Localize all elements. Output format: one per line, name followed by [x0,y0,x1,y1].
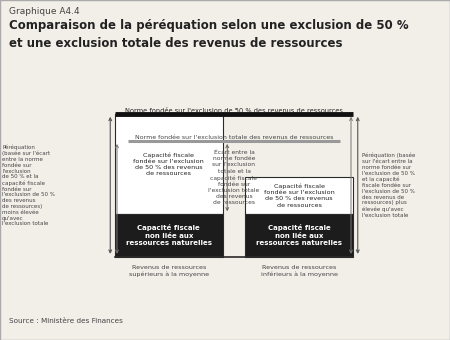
Text: Source : Ministère des Finances: Source : Ministère des Finances [9,318,123,324]
Bar [245,177,353,214]
Text: Péréquation
(basée sur l'écart
entre la norme
fondée sur
l'exclusion
de 50 % et : Péréquation (basée sur l'écart entre la … [2,144,55,226]
Text: Capacité fiscale
non liée aux
ressources naturelles: Capacité fiscale non liée aux ressources… [126,224,212,246]
Text: Revenus de ressources
inférieurs à la moyenne: Revenus de ressources inférieurs à la mo… [261,265,338,277]
Text: Péréquation (basée
sur l'écart entre la
norme fondée sur
l'exclusion de 50 %
et : Péréquation (basée sur l'écart entre la … [362,153,416,218]
Bar [115,114,223,214]
Text: Norme fondée sur l'exclusion de 50 % des revenus de ressources: Norme fondée sur l'exclusion de 50 % des… [125,108,343,114]
Text: Graphique A4.4: Graphique A4.4 [9,7,80,16]
Bar [115,214,223,257]
Text: Revenus de ressources
supérieurs à la moyenne: Revenus de ressources supérieurs à la mo… [129,265,209,277]
Text: Écart entre la
norme fondée
sur l'exclusion
totale et la
capacité fiscale
fondée: Écart entre la norme fondée sur l'exclus… [208,150,260,205]
Bar [245,214,353,257]
Text: Capacité fiscale
non liée aux
ressources naturelles: Capacité fiscale non liée aux ressources… [256,224,342,246]
Text: et une exclusion totale des revenus de ressources: et une exclusion totale des revenus de r… [9,37,342,50]
Text: Comparaison de la péréquation selon une exclusion de 50 %: Comparaison de la péréquation selon une … [9,19,409,32]
Text: Capacité fiscale
fondée sur l'exclusion
de 50 % des revenus
de ressources: Capacité fiscale fondée sur l'exclusion … [133,152,204,176]
Text: Capacité fiscale
fondée sur l'exclusion
de 50 % des revenus
de ressources: Capacité fiscale fondée sur l'exclusion … [264,184,335,207]
Text: Norme fondée sur l'exclusion totale des revenus de ressources: Norme fondée sur l'exclusion totale des … [135,135,333,140]
